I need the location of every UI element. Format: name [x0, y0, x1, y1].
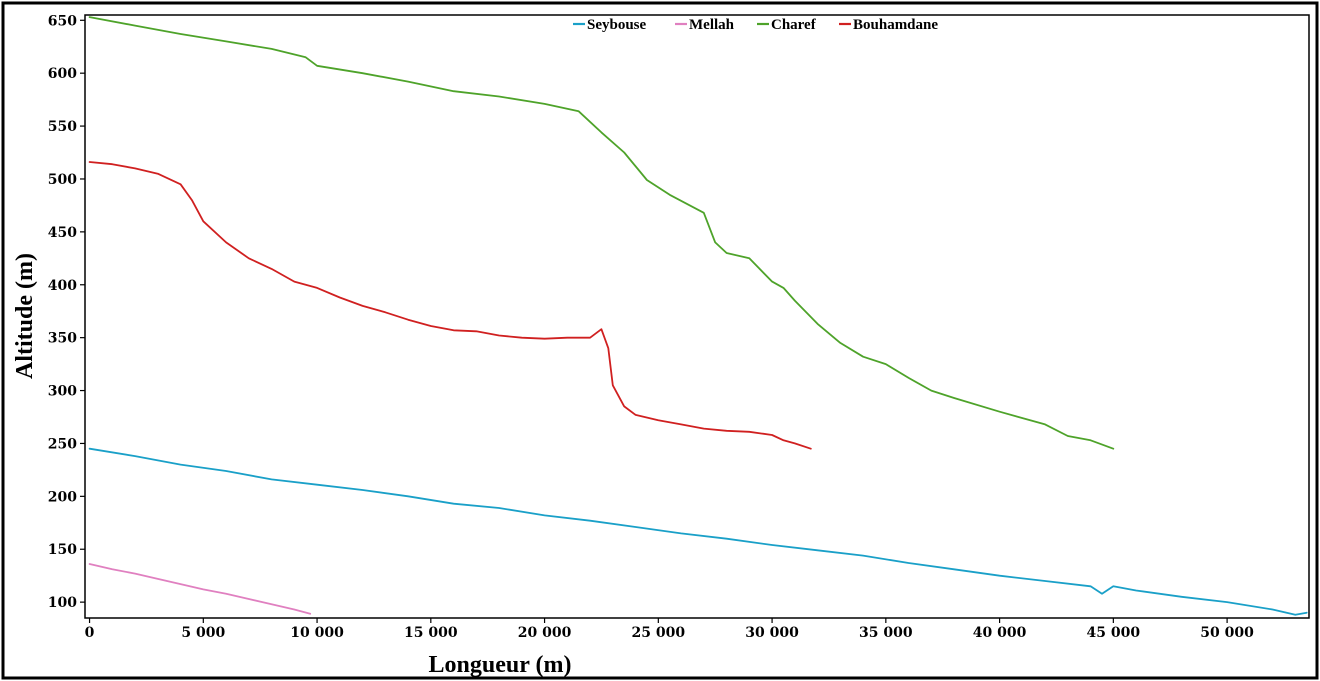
series-line-charef — [88, 16, 1115, 450]
series-line-bouhamdane — [88, 161, 812, 450]
y-tick-label: 400 — [48, 278, 77, 294]
legend-label-seybouse: Seybouse — [587, 17, 647, 33]
x-axis: 0 5 000 10 000 15 000 20 000 25 000 30 000 35 0… — [85, 618, 1254, 641]
y-tick-label: 300 — [48, 384, 77, 400]
x-tick-label: 5 000 — [181, 625, 225, 641]
legend-label-charef: Charef — [771, 17, 817, 33]
x-tick-label: 30 000 — [745, 625, 799, 641]
y-axis-title: Altitude (m) — [12, 253, 38, 379]
y-tick-label: 200 — [48, 489, 77, 505]
y-axis: 100 150 200 250 300 350 400 450 500 550 600 650 — [48, 13, 85, 611]
x-tick-label: 20 000 — [518, 625, 572, 641]
series-line-seybouse — [88, 447, 1308, 616]
legend: Seybouse Mellah Charef Bouhamdane — [573, 17, 938, 33]
y-tick-label: 500 — [48, 172, 77, 188]
legend-label-bouhamdane: Bouhamdane — [853, 17, 938, 33]
x-axis-title: Longueur (m) — [429, 652, 572, 678]
x-tick-label: 45 000 — [1087, 625, 1141, 641]
y-tick-label: 350 — [48, 331, 77, 347]
y-tick-label: 150 — [48, 542, 77, 558]
y-tick-label: 600 — [48, 66, 77, 82]
y-tick-label: 100 — [48, 595, 77, 611]
x-tick-label: 25 000 — [632, 625, 686, 641]
y-tick-label: 650 — [48, 13, 77, 29]
x-tick-label: 0 — [85, 625, 95, 641]
y-tick-label: 550 — [48, 119, 77, 135]
x-tick-label: 40 000 — [973, 625, 1027, 641]
y-tick-label: 250 — [48, 436, 77, 452]
x-tick-label: 35 000 — [859, 625, 913, 641]
x-tick-label: 50 000 — [1200, 625, 1254, 641]
legend-label-mellah: Mellah — [689, 17, 735, 33]
y-tick-label: 450 — [48, 225, 77, 241]
plot-area-frame — [84, 14, 1310, 619]
x-tick-label: 15 000 — [404, 625, 458, 641]
series-line-mellah — [88, 563, 312, 615]
x-tick-label: 10 000 — [290, 625, 344, 641]
series-layer — [88, 16, 1308, 616]
